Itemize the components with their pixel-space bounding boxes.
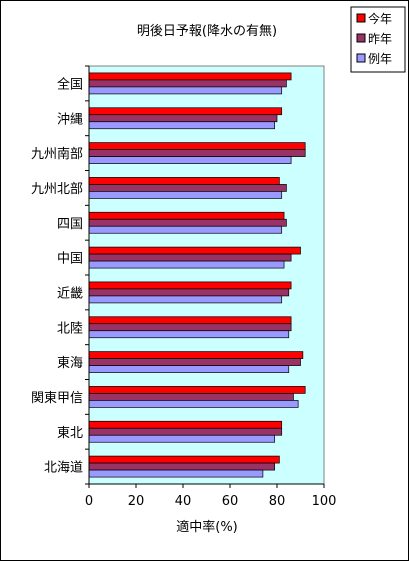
bar-四国-昨年 [88, 218, 287, 227]
x-tick-label: 0 [85, 494, 93, 509]
x-tick-label: 20 [128, 494, 145, 509]
bar-中国-例年 [88, 260, 285, 269]
bar-中国-今年 [88, 246, 301, 255]
bar-全国-例年 [88, 86, 283, 95]
legend-swatch-例年 [356, 53, 366, 63]
bar-近畿-今年 [88, 281, 292, 290]
legend-label-今年: 今年 [368, 11, 392, 26]
y-tick-label-関東甲信: 関東甲信 [31, 390, 83, 406]
bar-全国-昨年 [88, 79, 287, 88]
x-tick-label: 40 [175, 494, 192, 509]
bar-九州北部-昨年 [88, 184, 287, 192]
x-axis-label: 適中率(%) [176, 519, 238, 535]
bar-四国-今年 [88, 211, 285, 220]
bar-北陸-昨年 [88, 323, 292, 332]
bar-沖縄-例年 [88, 121, 275, 130]
bar-関東甲信-今年 [88, 386, 306, 394]
bar-東北-昨年 [88, 427, 283, 436]
y-tick-label-九州南部: 九州南部 [31, 146, 83, 162]
y-tick-label-九州北部: 九州北部 [31, 182, 83, 197]
bar-全国-今年 [88, 72, 292, 81]
bar-東海-昨年 [88, 358, 301, 366]
y-tick-label-全国: 全国 [57, 76, 83, 92]
bar-北陸-例年 [88, 330, 290, 339]
legend-swatch-昨年 [356, 33, 366, 43]
bar-沖縄-昨年 [88, 114, 278, 123]
y-tick-label-東北: 東北 [57, 425, 83, 441]
bar-沖縄-今年 [88, 107, 283, 116]
bar-関東甲信-昨年 [88, 393, 294, 401]
x-tick-label: 100 [312, 494, 337, 509]
bar-東海-例年 [88, 365, 290, 373]
bar-九州南部-今年 [88, 142, 306, 150]
bar-北陸-今年 [88, 316, 292, 325]
legend-label-昨年: 昨年 [368, 32, 392, 46]
bar-近畿-昨年 [88, 288, 290, 297]
y-tick-label-北陸: 北陸 [57, 320, 83, 336]
y-tick-label-東海: 東海 [57, 355, 83, 371]
bar-北海道-昨年 [88, 462, 275, 471]
plot-area [88, 65, 325, 485]
bar-九州南部-昨年 [88, 149, 306, 157]
bar-関東甲信-例年 [88, 400, 299, 408]
bar-北海道-今年 [88, 455, 280, 464]
bar-四国-例年 [88, 225, 283, 234]
legend-label-例年: 例年 [368, 52, 392, 66]
bar-九州北部-例年 [88, 191, 283, 199]
y-tick-label-沖縄: 沖縄 [57, 112, 83, 127]
bar-九州南部-例年 [88, 156, 292, 164]
bar-北海道-例年 [88, 469, 264, 478]
y-tick-label-北海道: 北海道 [44, 461, 83, 476]
bar-九州北部-今年 [88, 177, 280, 185]
y-tick-label-近畿: 近畿 [57, 286, 83, 301]
y-tick-label-四国: 四国 [57, 217, 83, 232]
chart-title: 明後日予報(降水の有無) [137, 24, 277, 39]
x-tick-label: 80 [269, 494, 286, 509]
bar-近畿-例年 [88, 295, 283, 304]
bar-中国-昨年 [88, 253, 292, 262]
bar-東北-例年 [88, 434, 275, 443]
bar-東北-今年 [88, 420, 283, 429]
bar-東海-今年 [88, 351, 304, 359]
y-tick-label-中国: 中国 [57, 252, 83, 267]
legend-swatch-今年 [356, 13, 366, 23]
x-tick-label: 60 [222, 494, 239, 509]
